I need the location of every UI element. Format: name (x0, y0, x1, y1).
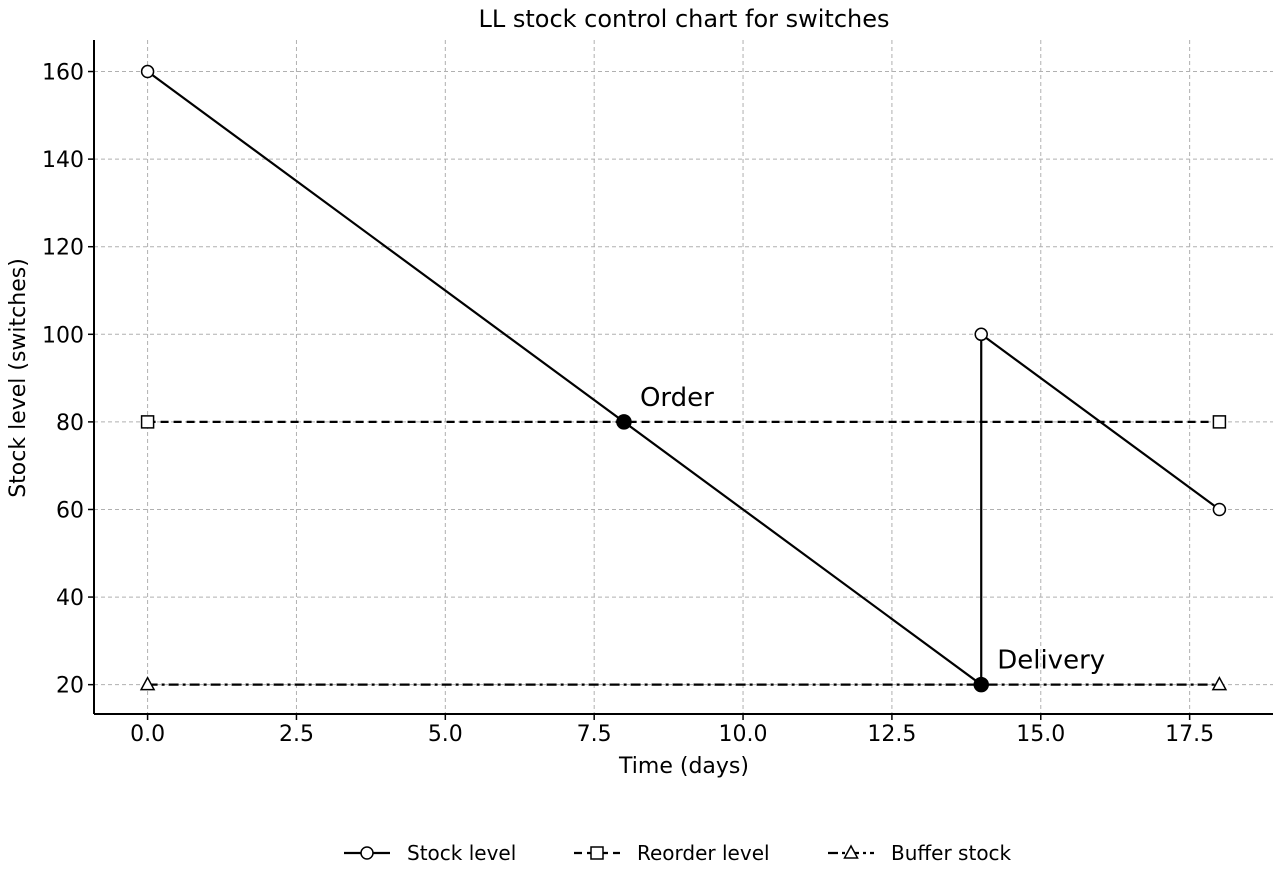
stock-level-marker (140, 64, 155, 79)
stock-level-line (146, 70, 1221, 687)
y-tick-label: 80 (56, 411, 84, 436)
stock-level-marker (974, 327, 988, 342)
buffer-stock-marker (1211, 676, 1228, 691)
order-annotation: Order (640, 383, 714, 413)
delivery-point (973, 676, 989, 693)
delivery-annotation: Delivery (997, 646, 1105, 676)
y-tick-label: 40 (56, 586, 84, 611)
reorder-level-marker (1212, 415, 1227, 429)
x-tick-label: 0.0 (130, 722, 165, 747)
y-tick-label: 60 (56, 498, 84, 523)
legend-label: Stock level (407, 841, 516, 865)
grid (94, 40, 1273, 714)
x-tick-label: 2.5 (279, 722, 314, 747)
ticks: 0.0 2.5 5.0 7.5 10.0 12.5 15.0 17.5 20 40 60 80 100 1… (42, 61, 1214, 747)
series-stock-level (140, 64, 1227, 687)
order-point (616, 414, 632, 430)
buffer-stock-marker (139, 676, 156, 691)
legend-item-buffer-stock: Buffer stock (828, 841, 1012, 865)
y-tick-label: 20 (56, 674, 84, 699)
legend: Stock level Reorder level Buffer stock (344, 841, 1012, 865)
legend-marker (843, 844, 859, 859)
legend-item-stock-level: Stock level (344, 841, 516, 865)
axes (93, 40, 1273, 715)
x-tick-label: 10.0 (719, 722, 768, 747)
events: Order Delivery (616, 383, 1105, 693)
x-axis-title: Time (days) (618, 754, 749, 779)
x-tick-label: 7.5 (577, 722, 612, 747)
legend-marker (590, 846, 604, 860)
y-tick-label: 160 (42, 61, 84, 86)
x-tick-label: 15.0 (1016, 722, 1065, 747)
series-buffer-stock (139, 676, 1228, 691)
y-tick-label: 100 (42, 323, 84, 348)
x-tick-label: 5.0 (428, 722, 463, 747)
series (139, 64, 1228, 691)
legend-label: Reorder level (637, 841, 770, 865)
y-tick-label: 140 (42, 148, 84, 173)
legend-marker (360, 846, 374, 860)
x-tick-label: 12.5 (867, 722, 916, 747)
legend-label: Buffer stock (891, 841, 1012, 865)
y-axis-title: Stock level (switches) (6, 258, 31, 498)
series-reorder-level (140, 415, 1227, 429)
chart-title: LL stock control chart for switches (478, 5, 889, 33)
reorder-level-marker (140, 415, 155, 429)
x-tick-label: 17.5 (1165, 722, 1214, 747)
legend-item-reorder-level: Reorder level (574, 841, 770, 865)
stock-level-marker (1212, 502, 1227, 517)
y-tick-label: 120 (42, 236, 84, 261)
